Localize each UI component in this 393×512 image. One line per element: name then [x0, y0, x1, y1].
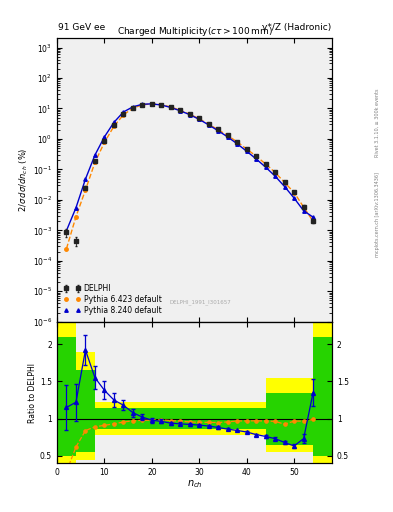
Text: γ*/Z (Hadronic): γ*/Z (Hadronic) [262, 23, 331, 32]
Pythia 6.423 default [178, 107, 183, 113]
Pythia 6.423 default [102, 139, 107, 145]
Pythia 6.423 default [159, 102, 164, 108]
Pythia 8.240 default [169, 104, 173, 111]
Pythia 8.240 default [73, 205, 78, 211]
Pythia 8.240 default [112, 119, 116, 125]
Pythia 8.240 default [140, 101, 145, 108]
Pythia 8.240 default [311, 214, 316, 220]
Pythia 8.240 default [263, 164, 268, 170]
Pythia 8.240 default [130, 104, 135, 110]
Legend: DELPHI, Pythia 6.423 default, Pythia 8.240 default: DELPHI, Pythia 6.423 default, Pythia 8.2… [61, 281, 165, 318]
Pythia 6.423 default [235, 139, 240, 145]
Pythia 6.423 default [197, 116, 202, 122]
Pythia 8.240 default [93, 152, 97, 158]
Pythia 6.423 default [112, 123, 116, 130]
Pythia 8.240 default [206, 122, 211, 128]
Pythia 8.240 default [121, 109, 126, 115]
Title: Charged Multiplicity$(c\tau > 100\,\mathrm{mm})$: Charged Multiplicity$(c\tau > 100\,\math… [117, 26, 272, 38]
Pythia 6.423 default [292, 189, 296, 196]
Text: mcplots.cern.ch [arXiv:1306.3436]: mcplots.cern.ch [arXiv:1306.3436] [375, 173, 380, 258]
Pythia 8.240 default [102, 134, 107, 140]
Pythia 8.240 default [244, 148, 249, 154]
Line: Pythia 8.240 default: Pythia 8.240 default [65, 102, 315, 232]
Pythia 8.240 default [187, 112, 192, 118]
Pythia 6.423 default [216, 127, 220, 133]
Y-axis label: Ratio to DELPHI: Ratio to DELPHI [28, 362, 37, 422]
Pythia 6.423 default [311, 218, 316, 224]
Pythia 6.423 default [206, 121, 211, 127]
Pythia 8.240 default [273, 173, 277, 179]
Pythia 6.423 default [130, 105, 135, 111]
Pythia 8.240 default [149, 101, 154, 107]
Pythia 6.423 default [282, 180, 287, 186]
Pythia 8.240 default [216, 127, 220, 134]
Text: DELPHI_1991_I301657: DELPHI_1991_I301657 [169, 299, 231, 305]
Pythia 6.423 default [64, 246, 69, 252]
Pythia 6.423 default [83, 187, 88, 193]
Pythia 6.423 default [187, 111, 192, 117]
Pythia 8.240 default [83, 176, 88, 182]
Y-axis label: $2/\sigma\,d\sigma/dn_{ch}$ (%): $2/\sigma\,d\sigma/dn_{ch}$ (%) [17, 148, 30, 212]
Pythia 6.423 default [121, 112, 126, 118]
Pythia 6.423 default [149, 101, 154, 107]
Pythia 6.423 default [93, 159, 97, 165]
Pythia 6.423 default [263, 161, 268, 167]
Pythia 8.240 default [197, 116, 202, 122]
Pythia 8.240 default [292, 195, 296, 201]
Text: Rivet 3.1.10, ≥ 300k events: Rivet 3.1.10, ≥ 300k events [375, 89, 380, 157]
Pythia 8.240 default [225, 134, 230, 140]
Pythia 8.240 default [282, 184, 287, 190]
Pythia 8.240 default [159, 102, 164, 108]
Pythia 6.423 default [225, 133, 230, 139]
Pythia 8.240 default [235, 141, 240, 147]
Text: 91 GeV ee: 91 GeV ee [58, 23, 105, 32]
Pythia 6.423 default [73, 214, 78, 220]
Line: Pythia 6.423 default: Pythia 6.423 default [65, 102, 315, 250]
Pythia 8.240 default [301, 208, 306, 214]
Pythia 8.240 default [178, 108, 183, 114]
Pythia 6.423 default [244, 146, 249, 152]
Pythia 6.423 default [140, 102, 145, 108]
Pythia 8.240 default [64, 227, 69, 233]
Pythia 6.423 default [301, 204, 306, 210]
Pythia 8.240 default [254, 156, 259, 162]
Pythia 6.423 default [169, 104, 173, 110]
Pythia 6.423 default [273, 169, 277, 176]
Pythia 6.423 default [254, 153, 259, 159]
X-axis label: $n_{ch}$: $n_{ch}$ [187, 479, 202, 490]
